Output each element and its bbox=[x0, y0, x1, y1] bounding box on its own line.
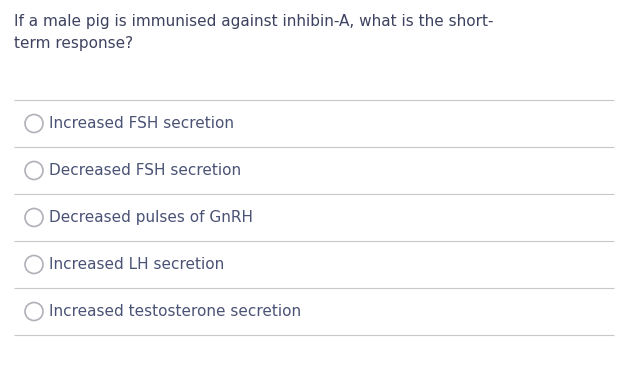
Ellipse shape bbox=[25, 256, 43, 273]
Ellipse shape bbox=[25, 161, 43, 179]
Text: Increased LH secretion: Increased LH secretion bbox=[49, 257, 224, 272]
Text: If a male pig is immunised against inhibin-A, what is the short-: If a male pig is immunised against inhib… bbox=[14, 14, 494, 29]
Text: Decreased pulses of GnRH: Decreased pulses of GnRH bbox=[49, 210, 253, 225]
Ellipse shape bbox=[25, 209, 43, 226]
Text: term response?: term response? bbox=[14, 36, 133, 51]
Ellipse shape bbox=[25, 303, 43, 320]
Text: Increased testosterone secretion: Increased testosterone secretion bbox=[49, 304, 301, 319]
Text: Increased FSH secretion: Increased FSH secretion bbox=[49, 116, 234, 131]
Ellipse shape bbox=[25, 114, 43, 132]
Text: Decreased FSH secretion: Decreased FSH secretion bbox=[49, 163, 241, 178]
